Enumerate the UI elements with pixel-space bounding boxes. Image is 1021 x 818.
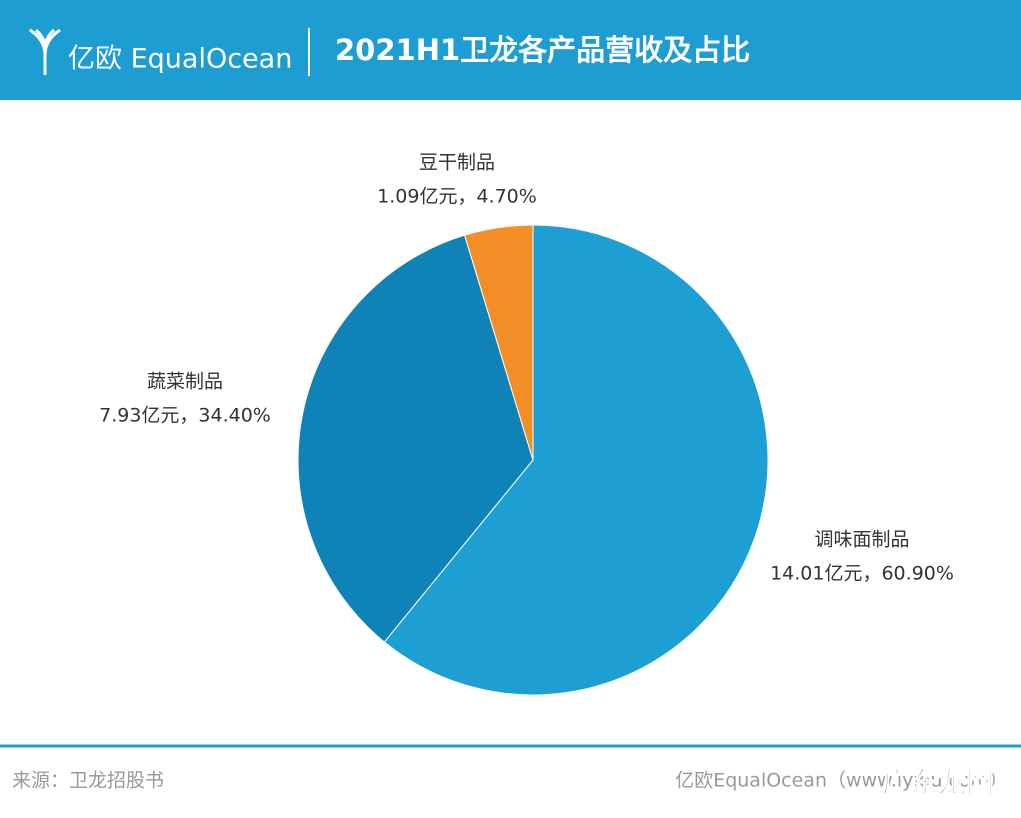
pie xyxy=(297,224,769,696)
slice-label: 调味面制品 xyxy=(814,529,909,551)
value-label: 14.01亿元，60.90% xyxy=(770,563,954,585)
value-label: 1.09亿元，4.70% xyxy=(377,186,537,208)
source: 来源：卫龙招股书 xyxy=(12,770,164,792)
pie-slice xyxy=(463,224,534,461)
watermark: 广东龙网 xyxy=(882,766,994,799)
header-bar xyxy=(0,0,1021,100)
logo-text: 亿欧 EqualOcean xyxy=(68,44,292,75)
logo-icon xyxy=(29,28,61,75)
pie-slice xyxy=(383,224,769,696)
slice-label: 豆干制品 xyxy=(419,152,495,174)
pie-slice xyxy=(297,234,534,643)
value-label: 7.93亿元，34.40% xyxy=(99,405,271,427)
credit: 亿欧EqualOcean（www.iyiou.com） xyxy=(675,770,1008,792)
chart-title: 2021H1卫龙各产品营收及占比 xyxy=(335,33,750,67)
slice-label: 蔬菜制品 xyxy=(147,371,223,393)
